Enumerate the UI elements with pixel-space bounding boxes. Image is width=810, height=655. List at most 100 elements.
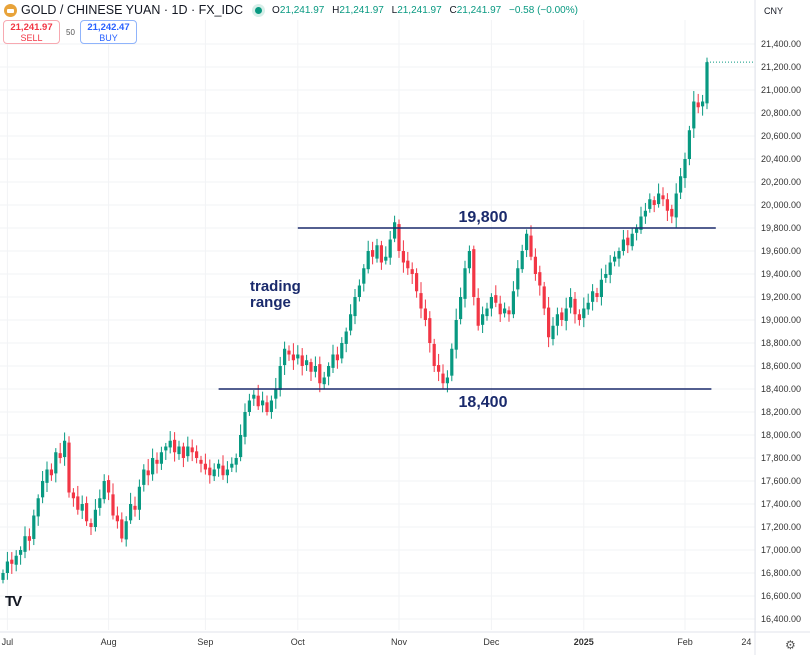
candle: [234, 453, 238, 473]
y-tick-label: 18,600.00: [761, 361, 801, 371]
candle-body: [547, 307, 551, 338]
candle-body: [564, 308, 568, 321]
candle-body: [410, 269, 414, 274]
y-tick-label: 20,400.00: [761, 154, 801, 164]
candle-body: [133, 505, 137, 510]
candle-body: [401, 251, 405, 263]
candle: [397, 219, 401, 258]
candle: [362, 264, 366, 292]
candle-body: [327, 366, 331, 377]
candle: [520, 244, 524, 273]
candle: [261, 391, 265, 413]
candle: [463, 260, 467, 308]
candle: [516, 260, 520, 297]
candle: [54, 448, 58, 483]
candle-body: [252, 394, 256, 399]
candle-body: [577, 314, 581, 320]
candle-body: [459, 297, 463, 320]
candle-body: [520, 251, 524, 270]
candle: [432, 338, 436, 372]
candle-body: [613, 256, 617, 262]
candle: [481, 306, 485, 333]
candle: [300, 348, 304, 376]
candle: [58, 442, 62, 464]
x-tick-label: Nov: [391, 637, 408, 647]
y-tick-label: 17,000.00: [761, 545, 801, 555]
candle-body: [278, 366, 282, 390]
candle-body: [375, 245, 379, 259]
close-value: 21,241.97: [456, 4, 502, 16]
candle: [23, 526, 27, 559]
candle: [19, 546, 23, 565]
buy-button[interactable]: 21,242.47 BUY: [80, 20, 137, 44]
candle: [687, 125, 691, 166]
candle-body: [494, 295, 498, 303]
candle-body: [586, 302, 590, 310]
candle: [507, 306, 511, 322]
candle: [498, 295, 502, 322]
candle: [674, 183, 678, 228]
candle-body: [14, 555, 18, 565]
candle: [155, 452, 159, 474]
symbol-title[interactable]: GOLD / CHINESE YUAN · 1D · FX_IDC: [21, 3, 244, 17]
candle-body: [687, 130, 691, 159]
candle-body: [111, 494, 115, 516]
candle: [652, 196, 656, 213]
candle-body: [569, 297, 573, 308]
candle-body: [406, 260, 410, 269]
candle-body: [595, 293, 599, 297]
candle-body: [107, 480, 111, 493]
buy-price: 21,242.47: [87, 22, 130, 33]
candle-body: [102, 481, 106, 500]
y-tick-label: 18,200.00: [761, 407, 801, 417]
candle: [181, 442, 185, 468]
candle-body: [639, 216, 643, 230]
candle: [657, 183, 661, 208]
candle: [124, 516, 128, 547]
candle-body: [379, 245, 383, 263]
settings-gear-icon[interactable]: ⚙: [785, 638, 796, 652]
candle: [151, 448, 155, 481]
candle-body: [529, 235, 533, 257]
sell-button[interactable]: 21,241.97 SELL: [3, 20, 60, 44]
candle-body: [384, 256, 388, 261]
candle-body: [129, 504, 133, 521]
candle-body: [467, 251, 471, 269]
change-value: −0.58 (−0.00%): [508, 4, 578, 16]
tradingview-logo-icon[interactable]: TV: [5, 593, 22, 610]
candle: [168, 431, 172, 454]
y-tick-label: 19,800.00: [761, 223, 801, 233]
candle: [555, 307, 559, 336]
candle: [415, 268, 419, 298]
candle: [41, 470, 45, 504]
candle: [115, 506, 119, 529]
candle-body: [168, 440, 172, 448]
candle: [45, 461, 49, 493]
candle: [287, 345, 291, 361]
candle: [225, 461, 229, 484]
sell-price: 21,241.97: [10, 22, 53, 33]
candle: [643, 202, 647, 224]
candle: [199, 455, 203, 473]
candle: [459, 287, 463, 325]
y-tick-label: 21,200.00: [761, 62, 801, 72]
candle-body: [599, 279, 603, 297]
candle: [586, 293, 590, 315]
candle: [335, 346, 339, 369]
candle-body: [604, 274, 608, 278]
candle: [190, 439, 194, 462]
candle: [1, 569, 5, 584]
candle: [217, 459, 221, 477]
candle: [102, 474, 106, 504]
candle: [278, 356, 282, 397]
candle-body: [41, 481, 45, 498]
candle: [269, 395, 273, 419]
currency-label[interactable]: CNY: [764, 6, 784, 16]
candle: [322, 371, 326, 390]
candle: [89, 518, 93, 536]
candle: [195, 445, 199, 464]
candle-body: [32, 515, 36, 539]
candle-body: [318, 364, 322, 384]
y-tick-label: 17,200.00: [761, 522, 801, 532]
